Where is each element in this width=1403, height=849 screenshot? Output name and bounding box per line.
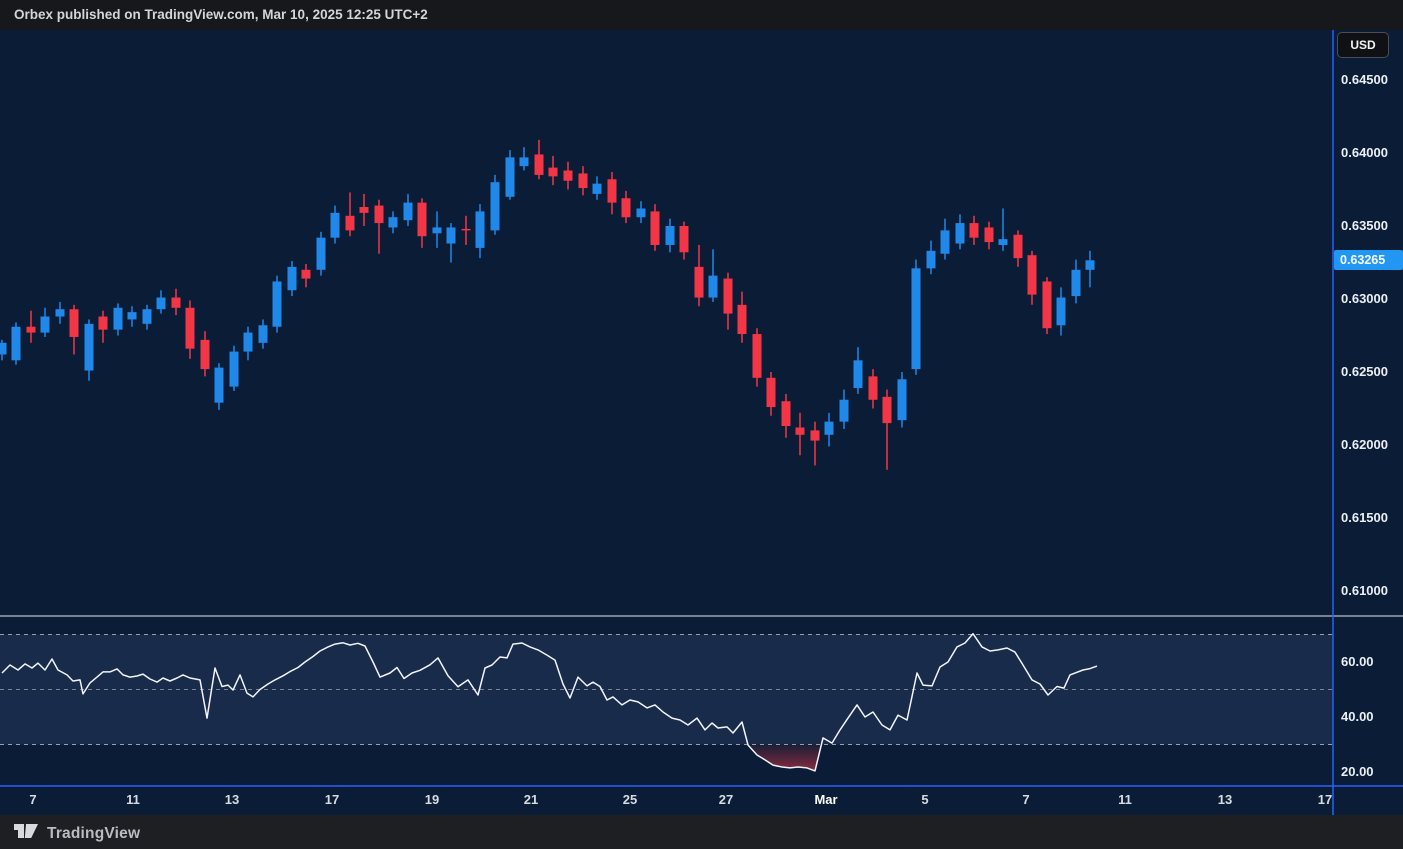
candle-body (897, 379, 907, 421)
candle-body (490, 182, 500, 231)
tradingview-logo-icon (14, 822, 39, 845)
candle-body (55, 309, 65, 317)
candle-body (475, 211, 485, 248)
candle-body (301, 269, 311, 279)
candle-body (694, 266, 704, 298)
candle-body (359, 207, 369, 213)
candle-body (243, 332, 253, 352)
candle-body (563, 170, 573, 181)
candle-body (737, 304, 747, 335)
publish-header-bar: Orbex published on TradingView.com, Mar … (0, 0, 1403, 30)
candle-body (1042, 281, 1052, 329)
candle-body (969, 223, 979, 238)
price-axis[interactable] (1334, 30, 1403, 786)
candle-body (40, 316, 50, 333)
candle-body (940, 230, 950, 254)
candle-body (911, 268, 921, 370)
tradingview-brand-text[interactable]: TradingView (47, 824, 141, 842)
rsi-indicator-pane[interactable] (0, 616, 1333, 786)
candle-body (926, 250, 936, 269)
candle-body (388, 217, 398, 228)
candle-body (868, 376, 878, 400)
candle-body (824, 421, 834, 435)
candle-body (853, 360, 863, 389)
candle-body (839, 399, 849, 422)
candle-body (1085, 260, 1095, 270)
candle-body (200, 339, 210, 370)
candle-body (578, 173, 588, 189)
tradingview-brand-link[interactable]: TradingView (14, 822, 140, 845)
candle-body (1071, 269, 1081, 297)
candle-body (171, 297, 181, 308)
candle-body (84, 323, 94, 371)
candle-body (185, 307, 195, 349)
candle-body (708, 275, 718, 298)
candle-body (795, 427, 805, 435)
footer-bar: TradingView (0, 815, 1403, 849)
candle-body (272, 281, 282, 327)
candle-body (766, 377, 776, 408)
candle-body (142, 309, 152, 324)
candle-body (417, 202, 427, 237)
rsi-oversold-fill (747, 744, 822, 771)
candle-body (723, 278, 733, 314)
candle-body (1027, 255, 1037, 295)
candle-body (69, 309, 79, 337)
candle-body (679, 226, 689, 253)
candle-body (0, 342, 7, 355)
candle-body (592, 183, 602, 194)
candle-body (534, 154, 544, 175)
candle-body (1056, 297, 1066, 326)
candle-body (330, 212, 340, 238)
candle-body (548, 167, 558, 177)
publish-title: Orbex published on TradingView.com, Mar … (14, 7, 428, 22)
candle-body (519, 157, 529, 167)
candle-body (214, 367, 224, 403)
candle-body (287, 266, 297, 291)
candle-body (882, 396, 892, 424)
candle-body (446, 227, 456, 244)
time-axis[interactable] (0, 786, 1403, 815)
candle-body (127, 312, 137, 320)
main-chart-pane[interactable] (0, 30, 1333, 616)
candle-body (998, 239, 1008, 245)
candle-body (984, 227, 994, 243)
candle-body (1013, 234, 1023, 259)
candle-body (432, 227, 442, 234)
candle-body (156, 297, 166, 310)
candle-body (374, 205, 384, 224)
candle-body (650, 211, 660, 245)
candle-body (229, 351, 239, 387)
candle-body (98, 316, 108, 330)
candle-body (316, 237, 326, 270)
candle-body (636, 208, 646, 218)
candle-body (345, 215, 355, 231)
candle-body (665, 226, 675, 245)
candle-body (607, 179, 617, 203)
candle-body (621, 198, 631, 218)
candle-body (461, 228, 471, 231)
candle-body (258, 325, 268, 343)
candle-body (955, 223, 965, 244)
candle-body (810, 430, 820, 441)
candle-body (505, 157, 515, 197)
currency-usd-button[interactable]: USD (1337, 32, 1389, 58)
candle-body (11, 326, 21, 361)
candle-body (113, 307, 123, 330)
last-price-badge: 0.63265 (1334, 250, 1403, 271)
candle-body (26, 326, 36, 333)
rsi-line (1, 632, 1098, 772)
candle-body (781, 401, 791, 427)
candle-body (403, 202, 413, 221)
candle-body (752, 334, 762, 378)
